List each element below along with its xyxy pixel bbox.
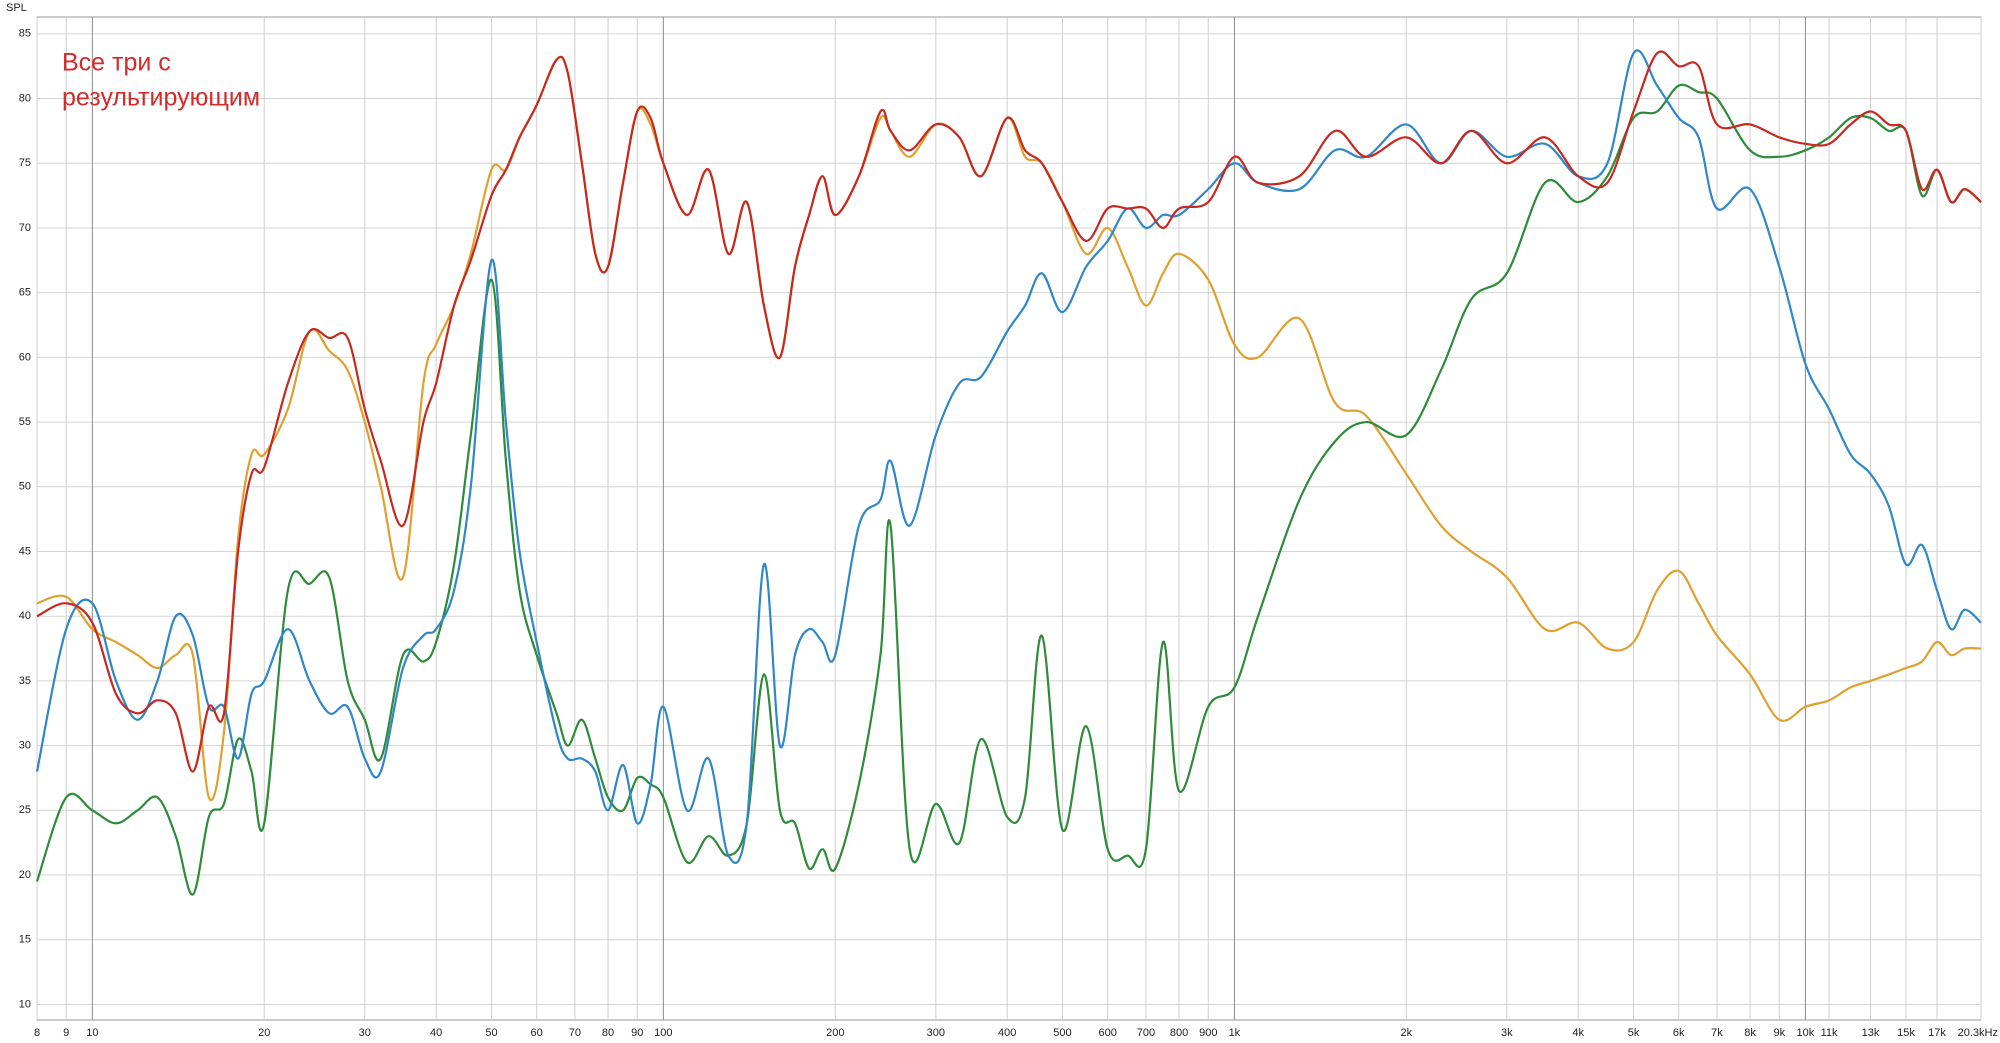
x-tick-label: 6k (1673, 1027, 1685, 1039)
y-tick-label: 70 (19, 222, 31, 234)
series-line (35, 49, 1982, 864)
x-tick-label: 8k (1744, 1027, 1756, 1039)
x-tick-label: 9k (1773, 1027, 1785, 1039)
y-tick-label: 85 (19, 28, 31, 40)
x-tick-label: 200 (826, 1027, 844, 1039)
y-tick-label: 45 (19, 545, 31, 557)
y-tick-label: 65 (19, 287, 31, 299)
x-tick-label: 20.3kHz (1958, 1027, 1998, 1039)
x-tick-label: 7k (1711, 1027, 1723, 1039)
y-tick-label: 20 (19, 869, 31, 881)
series-line (36, 50, 1982, 773)
x-tick-label: 300 (927, 1027, 945, 1039)
x-tick-label: 10 (86, 1027, 98, 1039)
x-tick-label: 400 (998, 1027, 1016, 1039)
x-tick-label: 800 (1170, 1027, 1188, 1039)
y-tick-label: 60 (19, 351, 31, 363)
x-tick-label: 900 (1199, 1027, 1217, 1039)
x-tick-label: 600 (1099, 1027, 1117, 1039)
y-tick-label: 25 (19, 804, 31, 816)
y-axis-label: SPL (6, 2, 27, 14)
x-tick-label: 80 (602, 1027, 614, 1039)
y-tick-label: 50 (19, 481, 31, 493)
y-tick-label: 80 (19, 92, 31, 104)
y-tick-label: 55 (19, 416, 31, 428)
y-tick-label: 35 (19, 675, 31, 687)
y-tick-label: 30 (19, 740, 31, 752)
x-tick-label: 700 (1137, 1027, 1155, 1039)
annotation: результирующим (62, 84, 260, 112)
x-tick-label: 4k (1572, 1027, 1584, 1039)
y-tick-label: 75 (19, 157, 31, 169)
y-tick-label: 15 (19, 934, 31, 946)
x-tick-label: 3k (1501, 1027, 1513, 1039)
x-tick-label: 11k (1821, 1027, 1838, 1039)
x-tick-label: 15k (1897, 1027, 1915, 1039)
x-tick-label: 50 (485, 1027, 497, 1039)
x-tick-label: 17k (1928, 1027, 1946, 1039)
annotation: Все три с (62, 49, 171, 77)
series-line (35, 83, 1982, 896)
x-tick-label: 40 (430, 1027, 442, 1039)
x-tick-label: 9 (63, 1027, 69, 1039)
x-tick-label: 8 (34, 1027, 40, 1039)
x-tick-label: 70 (569, 1027, 581, 1039)
x-tick-label: 5k (1628, 1027, 1640, 1039)
x-tick-label: 20 (258, 1027, 270, 1039)
x-tick-label: 10k (1797, 1027, 1815, 1039)
x-tick-label: 30 (359, 1027, 371, 1039)
x-tick-label: 13k (1862, 1027, 1880, 1039)
y-tick-label: 40 (19, 610, 31, 622)
x-tick-label: 500 (1053, 1027, 1071, 1039)
x-tick-label: 90 (631, 1027, 643, 1039)
x-tick-label: 60 (531, 1027, 543, 1039)
y-tick-label: 10 (19, 998, 31, 1010)
x-tick-label: 2k (1400, 1027, 1412, 1039)
x-tick-label: 1k (1229, 1027, 1241, 1039)
x-tick-label: 100 (654, 1027, 672, 1039)
